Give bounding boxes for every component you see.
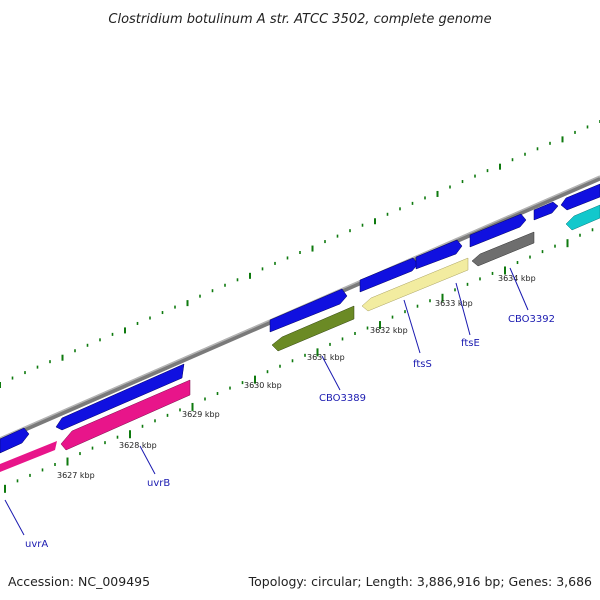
gene-arrow-forward xyxy=(469,213,527,248)
kbp-label: 3628 kbp xyxy=(119,441,157,450)
map-title: Clostridium botulinum A str. ATCC 3502, … xyxy=(108,12,491,27)
leader-ftss xyxy=(403,299,421,354)
kbp-label: 3631 kbp xyxy=(307,353,345,362)
gene-cbo3392-arrow xyxy=(471,231,535,267)
kbp-label: 3633 kbp xyxy=(435,299,473,308)
gene-label-ftse: ftsE xyxy=(461,338,480,349)
kbp-label: 3632 kbp xyxy=(370,326,408,335)
kbp-label: 3634 kbp xyxy=(498,274,536,283)
gene-uvrB-arrow xyxy=(60,379,191,451)
gene-arrow-forward xyxy=(415,239,463,270)
gene-label-ftss: ftsS xyxy=(413,359,432,370)
kbp-label: 3629 kbp xyxy=(182,410,220,419)
gene-ftss-arrow xyxy=(361,257,469,312)
gene-uvrA-arrow xyxy=(0,441,57,472)
gene-arrow-reverse xyxy=(565,204,600,231)
gene-arrow-forward xyxy=(533,201,559,221)
forward-strand-genes xyxy=(0,183,600,454)
leader-uvra xyxy=(4,499,25,536)
leader-uvrb xyxy=(139,445,156,475)
genome-summary-text: Topology: circular; Length: 3,886,916 bp… xyxy=(248,574,592,589)
gene-label-uvra: uvrA xyxy=(25,539,48,550)
kbp-labels: 3627 kbp 3628 kbp 3629 kbp 3630 kbp 3631… xyxy=(57,274,536,480)
gene-arrow-forward xyxy=(560,183,600,211)
gene-arrow-forward xyxy=(55,363,185,431)
accession-text: Accession: NC_009495 xyxy=(8,574,150,589)
gene-label-leaders xyxy=(4,267,529,536)
gene-arrow-forward xyxy=(359,257,419,293)
kbp-label: 3630 kbp xyxy=(244,381,282,390)
kbp-label: 3627 kbp xyxy=(57,471,95,480)
outer-tick-ring xyxy=(0,120,600,388)
gene-label-cbo3392: CBO3392 xyxy=(508,314,555,325)
gene-labels: uvrA uvrB CBO3389 ftsS ftsE CBO3392 xyxy=(25,314,555,550)
gene-arrow-forward xyxy=(0,427,30,454)
gene-cbo3389-arrow xyxy=(271,305,355,352)
gene-arrow-forward xyxy=(269,288,348,333)
gene-label-cbo3389: CBO3389 xyxy=(319,393,366,404)
leader-cbo3389 xyxy=(321,355,341,391)
leader-cbo3392 xyxy=(509,267,529,311)
inner-tick-ring xyxy=(4,228,594,493)
gene-label-uvrb: uvrB xyxy=(147,478,170,489)
leader-ftse xyxy=(455,282,471,336)
reverse-strand-genes xyxy=(0,204,600,472)
